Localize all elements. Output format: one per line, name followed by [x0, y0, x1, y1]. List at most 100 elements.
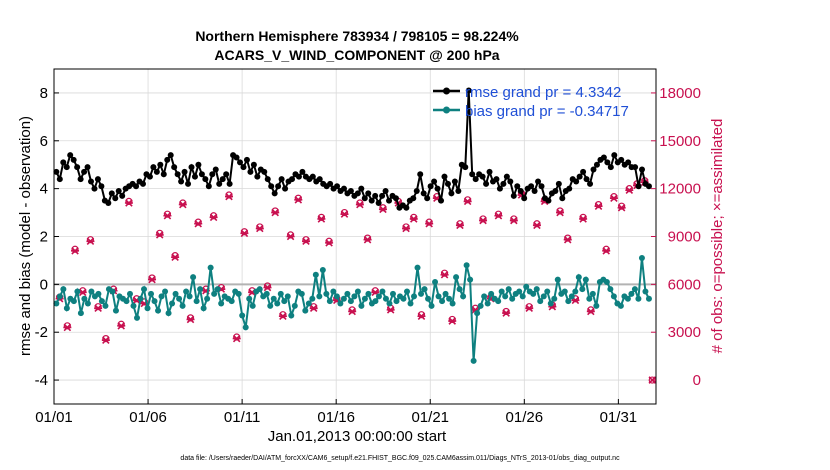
obs-possible-marker-47 — [417, 311, 426, 319]
rmse-point-10 — [88, 178, 95, 185]
obs-assimilated-marker-29 — [278, 312, 287, 321]
obs-assimilated-marker-42 — [378, 205, 387, 214]
y2-tick-label-1: 3000 — [668, 324, 701, 341]
rmse-point-101 — [403, 204, 410, 211]
obs-possible-marker-4 — [86, 236, 95, 244]
obs-assimilated-marker-27 — [263, 283, 272, 292]
obs-assimilated-marker-33 — [309, 304, 318, 313]
x-axis-label: Jan.01,2013 00:00:00 start — [268, 428, 447, 445]
obs-assimilated-marker-14 — [163, 211, 172, 220]
obs-assimilated-marker-35 — [325, 239, 334, 247]
bias-point-143 — [554, 276, 561, 283]
rmse-point-6 — [74, 164, 81, 171]
bias-point-145 — [561, 288, 568, 295]
rmse-point-88 — [358, 185, 365, 192]
bias-point-42 — [200, 305, 207, 312]
x-tick-label-5: 01/26 — [506, 409, 544, 426]
obs-assimilated-marker-50 — [440, 271, 449, 279]
obs-assimilated-marker-13 — [155, 231, 164, 239]
bias-point-46 — [214, 286, 221, 293]
obs-assimilated-marker-47 — [417, 312, 426, 321]
rmse-point-25 — [139, 180, 146, 187]
rmse-point-55 — [243, 156, 250, 163]
bias-point-13 — [98, 298, 105, 305]
obs-assimilated-marker-45 — [402, 224, 411, 233]
obs-assimilated-marker-24 — [240, 229, 249, 238]
bias-point-66 — [284, 293, 291, 300]
obs-possible-marker-68 — [579, 213, 587, 221]
rmse-point-161 — [611, 152, 618, 159]
rmse-point-167 — [632, 164, 639, 171]
obs-possible-marker-69 — [587, 306, 595, 314]
rmse-point-74 — [309, 173, 316, 180]
bias-point-84 — [347, 298, 354, 305]
obs-possible-marker-62 — [533, 220, 541, 228]
bias-point-150 — [579, 286, 586, 293]
bias-point-136 — [530, 290, 537, 297]
bias-point-74 — [312, 271, 319, 278]
rmse-point-9 — [84, 164, 91, 171]
bias-point-44 — [207, 264, 214, 271]
bias-point-111 — [442, 290, 449, 297]
bias-point-64 — [277, 290, 284, 297]
x-tick-label-3: 01/16 — [317, 409, 355, 426]
rmse-point-8 — [81, 168, 88, 175]
bias-point-31 — [162, 288, 169, 295]
rmse-point-53 — [237, 159, 244, 166]
bias-point-153 — [589, 290, 596, 297]
bias-point-78 — [326, 298, 333, 305]
rmse-point-48 — [219, 176, 226, 183]
rmse-point-49 — [223, 171, 230, 178]
bias-point-79 — [330, 288, 337, 295]
obs-possible-marker-35 — [325, 237, 333, 245]
obs-assimilated-marker-31 — [294, 196, 303, 204]
bias-point-23 — [134, 314, 141, 321]
bias-point-122 — [481, 293, 488, 300]
obs-possible-marker-74 — [625, 185, 633, 193]
bias-point-58 — [256, 286, 263, 293]
rmse-point-68 — [289, 176, 296, 183]
x-tick-label-2: 01/11 — [224, 409, 260, 426]
rmse-point-66 — [282, 185, 289, 192]
y-tick-label-2: 0 — [40, 276, 48, 293]
rmse-point-135 — [521, 195, 528, 202]
rmse-point-46 — [212, 166, 219, 173]
obs-possible-marker-71 — [602, 245, 610, 253]
obs-assimilated-marker-12 — [148, 275, 157, 284]
rmse-point-65 — [278, 176, 285, 183]
obs-assimilated-marker-52 — [455, 221, 464, 230]
bias-point-110 — [439, 298, 446, 305]
y2-tick-label-6: 18000 — [659, 85, 701, 102]
obs-assimilated-marker-62 — [532, 221, 541, 230]
x-tick-label-0: 01/01 — [35, 409, 73, 426]
rmse-point-54 — [240, 164, 247, 171]
bias-point-83 — [344, 290, 351, 297]
bias-point-94 — [382, 295, 389, 302]
bias-point-76 — [319, 267, 326, 273]
obs-possible-marker-8 — [117, 320, 125, 328]
y2-axis-label: # of obs: o=possible; ×=assimilated — [709, 119, 726, 354]
rmse-point-92 — [372, 192, 379, 199]
rmse-point-150 — [573, 178, 580, 185]
obs-possible-marker-31 — [294, 194, 302, 202]
rmse-point-87 — [354, 190, 361, 197]
bias-point-55 — [246, 295, 253, 302]
bias-point-159 — [610, 293, 617, 300]
y-tick-label-4: 4 — [40, 181, 48, 198]
rmse-point-36 — [178, 178, 185, 185]
rmse-point-144 — [552, 188, 559, 195]
bias-point-157 — [603, 278, 610, 285]
obs-possible-marker-28 — [271, 207, 279, 215]
bias-point-116 — [460, 293, 467, 300]
obs-possible-marker-53 — [464, 196, 472, 204]
obs-possible-marker-14 — [163, 210, 172, 218]
y2-tick-label-4: 12000 — [659, 181, 701, 198]
rmse-point-83 — [340, 185, 347, 192]
bias-point-39 — [190, 274, 197, 281]
bias-point-85 — [351, 293, 358, 300]
rmse-point-56 — [247, 168, 254, 175]
obs-assimilated-marker-5 — [94, 304, 103, 313]
bias-point-167 — [638, 255, 645, 262]
bias-point-37 — [183, 288, 190, 295]
